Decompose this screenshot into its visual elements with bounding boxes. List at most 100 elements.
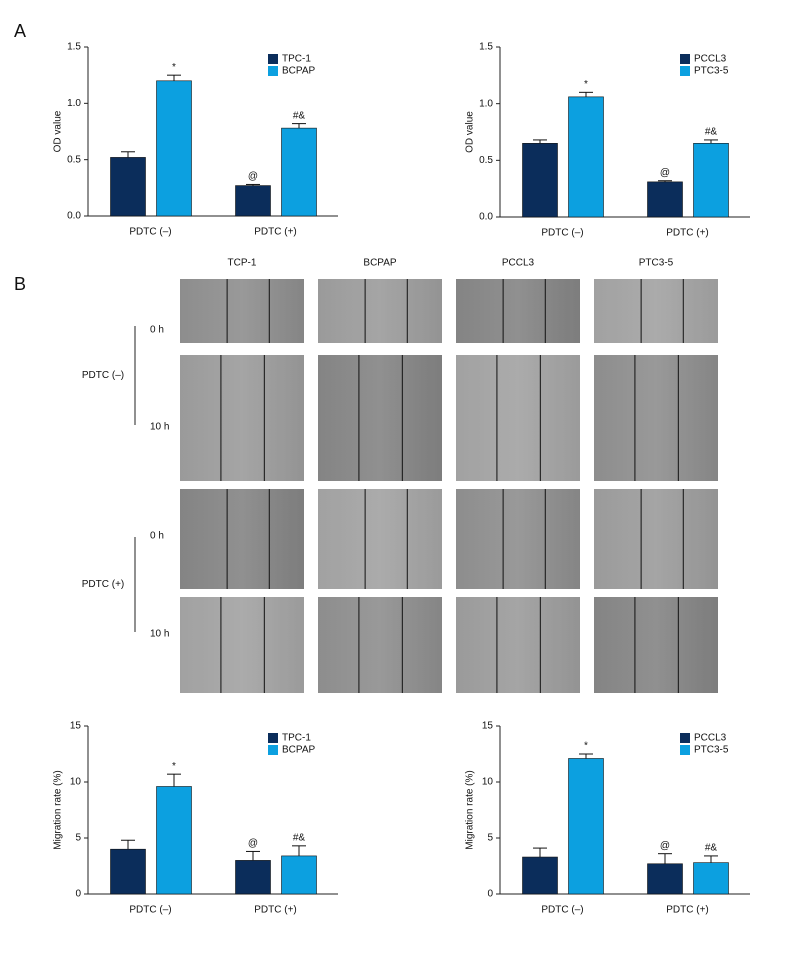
image-tint <box>180 489 304 589</box>
bar <box>568 96 604 218</box>
significance-mark: * <box>172 761 176 772</box>
scratch-image <box>594 597 718 693</box>
y-tick-label: 15 <box>482 721 494 732</box>
bar <box>522 143 558 218</box>
scratch-image <box>318 355 442 481</box>
bar <box>235 185 271 217</box>
image-tint <box>594 597 718 693</box>
image-tint <box>594 489 718 589</box>
column-label: TCP-1 <box>228 258 257 269</box>
time-label: 0 h <box>150 325 164 336</box>
bar <box>647 863 683 895</box>
image-tint <box>456 355 580 481</box>
x-tick-label: PDTC (–) <box>541 228 583 239</box>
y-tick-label: 0 <box>75 889 81 900</box>
bar <box>693 143 729 218</box>
bar <box>110 848 146 895</box>
significance-mark: @ <box>660 167 670 178</box>
y-tick-label: 1.0 <box>479 98 493 109</box>
legend-swatch <box>268 745 278 755</box>
legend-label: BCPAP <box>282 745 315 756</box>
legend-label: PCCL3 <box>694 54 727 65</box>
legend-label: PTC3-5 <box>694 745 729 756</box>
scratch-image <box>456 597 580 693</box>
bar <box>693 862 729 895</box>
legend-swatch <box>680 733 690 743</box>
column-label: PCCL3 <box>502 258 535 269</box>
significance-mark: @ <box>660 840 670 851</box>
scratch-image <box>594 355 718 481</box>
x-tick-label: PDTC (–) <box>129 905 171 916</box>
image-tint <box>318 489 442 589</box>
significance-mark: * <box>172 62 176 73</box>
x-tick-label: PDTC (–) <box>541 905 583 916</box>
y-tick-label: 0 <box>487 889 493 900</box>
legend-label: TPC-1 <box>282 54 311 65</box>
scratch-image <box>180 279 304 343</box>
legend-swatch <box>680 66 690 76</box>
panel-label: A <box>14 21 26 41</box>
bar <box>156 80 192 217</box>
time-label: 0 h <box>150 531 164 542</box>
scratch-image <box>318 279 442 343</box>
significance-mark: #& <box>705 843 718 854</box>
legend-label: BCPAP <box>282 66 315 77</box>
scratch-image <box>456 355 580 481</box>
y-axis-label: Migration rate (%) <box>465 770 476 849</box>
bar <box>281 127 317 217</box>
bar <box>522 856 558 895</box>
y-tick-label: 0.0 <box>67 211 81 222</box>
y-tick-label: 0.0 <box>479 212 493 223</box>
legend-swatch <box>268 733 278 743</box>
scratch-image <box>180 355 304 481</box>
legend-swatch <box>268 54 278 64</box>
significance-mark: #& <box>293 110 306 121</box>
y-tick-label: 5 <box>487 833 493 844</box>
image-tint <box>180 355 304 481</box>
x-tick-label: PDTC (+) <box>254 905 297 916</box>
bar <box>568 758 604 895</box>
y-tick-label: 1.0 <box>67 98 81 109</box>
significance-mark: * <box>584 79 588 90</box>
y-tick-label: 5 <box>75 833 81 844</box>
legend-swatch <box>268 66 278 76</box>
significance-mark: * <box>584 741 588 752</box>
y-axis-label: OD value <box>465 111 476 153</box>
scratch-image <box>456 489 580 589</box>
image-tint <box>318 279 442 343</box>
x-tick-label: PDTC (+) <box>254 227 297 238</box>
bar <box>647 181 683 218</box>
y-tick-label: 1.5 <box>67 42 81 53</box>
scratch-image <box>594 489 718 589</box>
y-tick-label: 15 <box>70 721 82 732</box>
time-label: 10 h <box>150 629 169 640</box>
panel-label: B <box>14 274 26 294</box>
y-axis-label: OD value <box>53 110 64 152</box>
y-tick-label: 0.5 <box>67 154 81 165</box>
scratch-image <box>318 489 442 589</box>
y-tick-label: 1.5 <box>479 42 493 53</box>
image-tint <box>318 355 442 481</box>
legend-label: PCCL3 <box>694 733 727 744</box>
bar <box>110 157 146 217</box>
significance-mark: @ <box>248 838 258 849</box>
legend-label: TPC-1 <box>282 733 311 744</box>
image-tint <box>456 597 580 693</box>
scratch-image <box>456 279 580 343</box>
significance-mark: #& <box>293 832 306 843</box>
column-label: PTC3-5 <box>639 258 674 269</box>
significance-mark: @ <box>248 171 258 182</box>
x-tick-label: PDTC (+) <box>666 228 709 239</box>
image-tint <box>456 279 580 343</box>
scratch-image <box>318 597 442 693</box>
group-label: PDTC (+) <box>82 579 125 590</box>
y-tick-label: 10 <box>482 777 494 788</box>
scratch-image <box>180 489 304 589</box>
legend-swatch <box>680 54 690 64</box>
bar <box>235 860 271 895</box>
legend-swatch <box>680 745 690 755</box>
image-tint <box>594 279 718 343</box>
x-tick-label: PDTC (+) <box>666 905 709 916</box>
column-label: BCPAP <box>363 258 396 269</box>
